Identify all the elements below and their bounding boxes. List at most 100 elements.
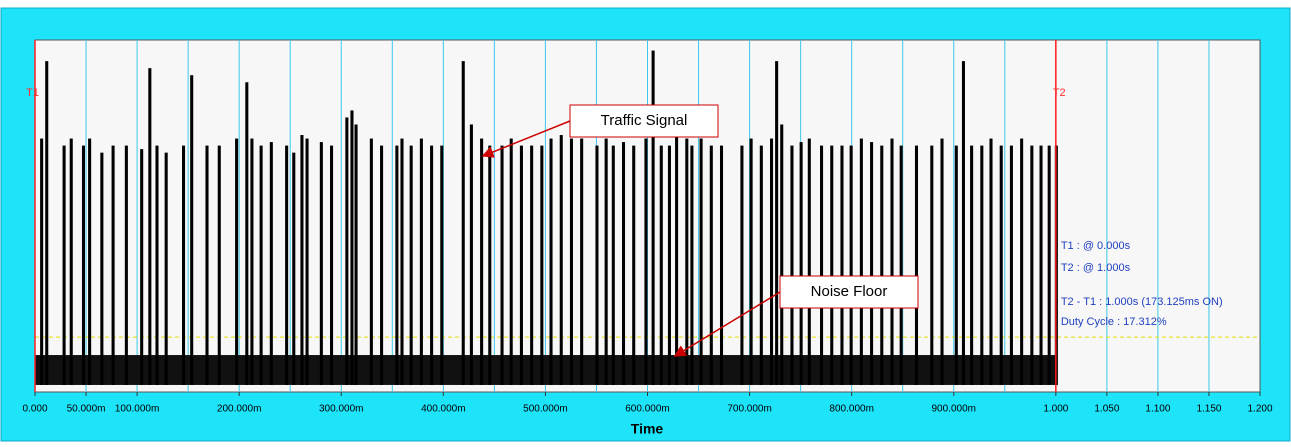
signal-pulse bbox=[611, 145, 615, 385]
cursor-readout: Duty Cycle : 17.312% bbox=[1061, 316, 1167, 328]
signal-pulse bbox=[182, 145, 186, 385]
x-tick-label: 1.150 bbox=[1196, 404, 1221, 415]
signal-pulse bbox=[69, 138, 73, 385]
x-tick-label: 400.000m bbox=[421, 404, 465, 415]
signal-pulse bbox=[719, 145, 724, 385]
signal-pulse bbox=[419, 138, 423, 385]
x-tick-label: 1.200 bbox=[1247, 404, 1272, 415]
signal-pulse bbox=[285, 145, 289, 385]
noise-floor bbox=[35, 355, 1056, 385]
x-tick-label: 800.000m bbox=[829, 404, 873, 415]
signal-pulse bbox=[100, 152, 104, 385]
x-tick-label: 700.000m bbox=[727, 404, 771, 415]
signal-pulse bbox=[235, 138, 239, 385]
signal-pulse bbox=[530, 145, 534, 385]
signal-pulse bbox=[632, 145, 636, 385]
signal-pulse bbox=[40, 138, 44, 385]
signal-pulse bbox=[980, 145, 984, 385]
signal-pulse bbox=[604, 138, 608, 385]
x-tick-label: 300.000m bbox=[319, 404, 363, 415]
signal-pulse bbox=[461, 61, 465, 385]
signal-pulse bbox=[569, 138, 573, 385]
signal-pulse bbox=[300, 135, 304, 385]
signal-pulse bbox=[488, 145, 492, 385]
signal-pulse bbox=[770, 138, 774, 385]
signal-pulse bbox=[500, 145, 504, 385]
signal-pulse bbox=[540, 145, 544, 385]
signal-pulse bbox=[350, 110, 354, 385]
signal-pulse bbox=[1020, 138, 1024, 385]
signal-pulse bbox=[269, 142, 273, 385]
signal-pulse bbox=[699, 138, 703, 385]
signal-pulse bbox=[807, 138, 811, 385]
signal-pulse bbox=[651, 50, 655, 385]
signal-pulse bbox=[799, 142, 803, 385]
cursor-label: T1 bbox=[26, 87, 39, 99]
signal-pulse bbox=[675, 124, 679, 385]
signal-pulse bbox=[509, 138, 513, 385]
signal-pulse bbox=[970, 145, 974, 385]
signal-pulse bbox=[395, 145, 399, 385]
signal-pulse bbox=[369, 138, 373, 385]
signal-pulse bbox=[140, 149, 144, 385]
signal-pulse bbox=[859, 138, 863, 385]
callout-box bbox=[779, 275, 919, 309]
x-tick-label: 200.000m bbox=[217, 404, 261, 415]
signal-pulse bbox=[62, 145, 66, 385]
signal-pulse bbox=[659, 145, 663, 385]
cursor-readout: T2 : @ 1.000s bbox=[1061, 262, 1131, 274]
signal-pulse bbox=[400, 138, 404, 385]
signal-pulse bbox=[989, 138, 993, 385]
signal-pulse bbox=[595, 145, 599, 385]
x-tick-label: 500.000m bbox=[523, 404, 567, 415]
signal-pulse bbox=[749, 138, 753, 385]
signal-pulse bbox=[45, 61, 49, 385]
x-tick-label: 900.000m bbox=[932, 404, 976, 415]
signal-pulse bbox=[954, 145, 958, 385]
signal-pulse bbox=[250, 138, 254, 385]
signal-pulse bbox=[961, 61, 965, 385]
signal-pulse bbox=[709, 145, 713, 385]
signal-pulse bbox=[305, 138, 309, 385]
signal-pulse bbox=[559, 135, 563, 385]
signal-pulse bbox=[685, 138, 689, 385]
signal-pulse bbox=[245, 82, 249, 385]
signal-pulse bbox=[644, 138, 648, 385]
signal-pulse bbox=[88, 138, 92, 385]
x-tick-label: 0.000 bbox=[22, 404, 47, 415]
signal-pulse bbox=[667, 145, 671, 385]
signal-pulse bbox=[81, 145, 86, 385]
signal-pulse bbox=[999, 145, 1003, 385]
signal-pulse bbox=[914, 145, 919, 385]
signal-pulse bbox=[380, 145, 384, 385]
x-tick-label: 50.000m bbox=[67, 404, 106, 415]
signal-pulse bbox=[740, 145, 744, 385]
signal-pulse bbox=[621, 142, 626, 385]
signal-pulse bbox=[1039, 145, 1043, 385]
signal-pulse bbox=[775, 61, 779, 385]
signal-pulse bbox=[292, 152, 296, 385]
signal-pulse bbox=[354, 124, 358, 385]
signal-pulse bbox=[259, 145, 263, 385]
x-tick-label: 1.000 bbox=[1043, 404, 1068, 415]
signal-pulse bbox=[111, 145, 115, 385]
cursor-label: T2 bbox=[1053, 87, 1066, 99]
signal-pulse bbox=[345, 117, 349, 385]
signal-pulse bbox=[190, 75, 194, 385]
signal-pulse bbox=[880, 145, 884, 385]
signal-pulse bbox=[759, 145, 763, 385]
signal-pulse bbox=[519, 145, 523, 385]
cursor-readout: T2 - T1 : 1.000s (173.125ms ON) bbox=[1061, 296, 1223, 308]
callout-box bbox=[569, 104, 719, 138]
callout-arrow bbox=[673, 291, 781, 357]
callout-text: Noise Floor bbox=[811, 283, 888, 300]
signal-pulse bbox=[205, 145, 209, 385]
signal-pulse bbox=[409, 145, 413, 385]
signal-pulse bbox=[930, 145, 934, 385]
signal-pulse bbox=[440, 145, 444, 385]
signal-pulse bbox=[148, 68, 152, 385]
signal-pulse bbox=[580, 138, 584, 385]
signal-pulse bbox=[430, 145, 434, 385]
